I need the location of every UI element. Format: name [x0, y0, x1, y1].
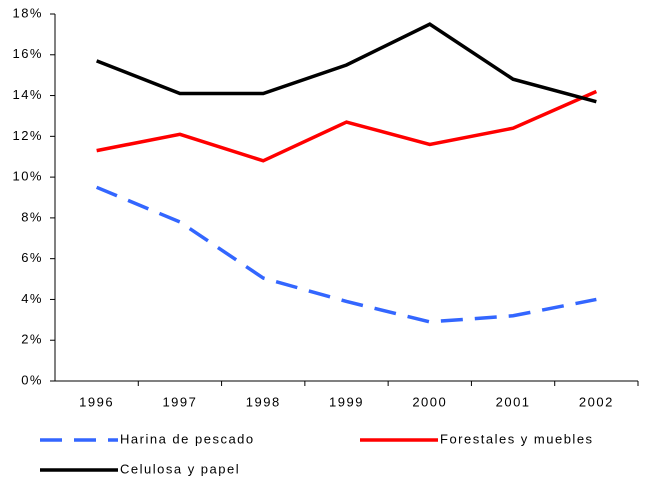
y-tick-label: 18%: [12, 5, 43, 20]
x-tick-label: 1999: [329, 394, 364, 409]
x-tick-label: 1996: [79, 394, 114, 409]
legend-label: Forestales y muebles: [440, 431, 594, 446]
y-tick-label: 16%: [12, 46, 43, 61]
y-tick-label: 6%: [21, 250, 43, 265]
x-tick-label: 2002: [579, 394, 614, 409]
series-line: [96, 89, 598, 163]
legend-label: Harina de pescado: [120, 431, 255, 446]
legend-label: Celulosa y papel: [120, 461, 240, 476]
y-tick-label: 4%: [21, 291, 43, 306]
x-tick-label: 1998: [246, 394, 281, 409]
x-tick-label: 2000: [412, 394, 447, 409]
series-line: [96, 22, 597, 104]
y-tick-label: 8%: [21, 209, 43, 224]
x-tick-label: 2001: [496, 394, 531, 409]
y-tick-label: 14%: [12, 87, 43, 102]
y-tick-label: 0%: [21, 372, 43, 387]
x-tick-label: 1997: [162, 394, 197, 409]
y-tick-label: 2%: [21, 332, 43, 347]
series-line: [95, 185, 597, 324]
y-tick-label: 10%: [12, 169, 43, 184]
y-tick-label: 12%: [12, 128, 43, 143]
